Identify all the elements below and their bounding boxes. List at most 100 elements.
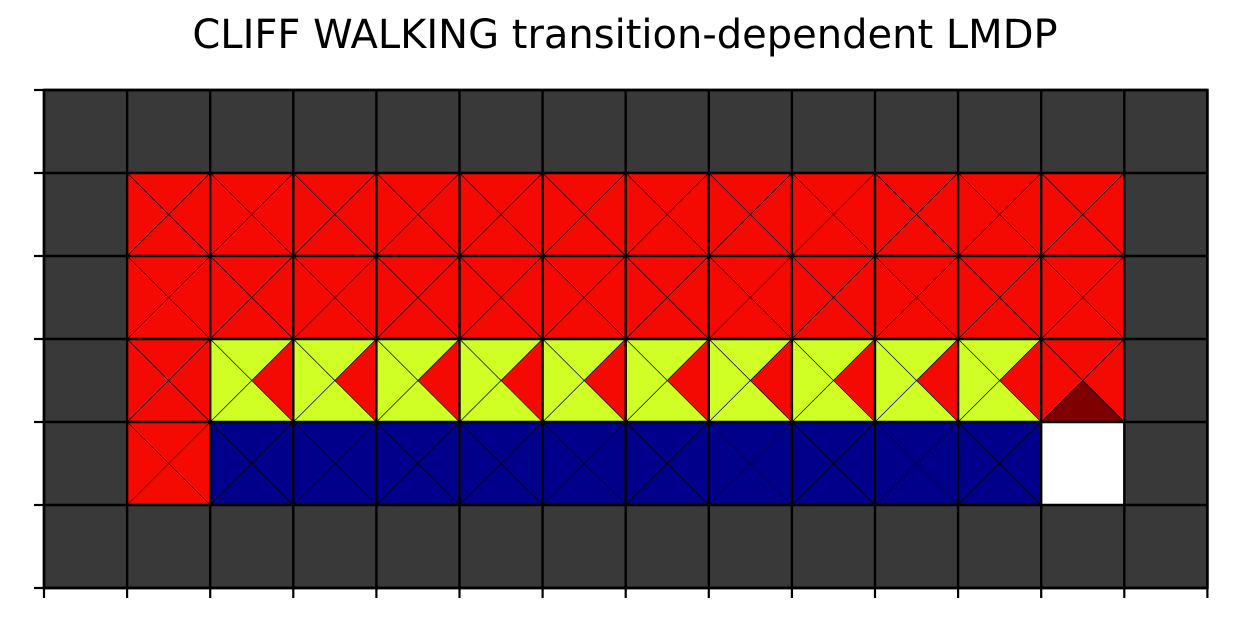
- grid-cell-wall: [210, 505, 294, 588]
- grid-cell-red: [1040, 338, 1126, 423]
- grid-cell-yellow: [874, 338, 959, 423]
- cell-diagonal: [459, 255, 543, 340]
- cell-diagonal: [1040, 255, 1125, 340]
- cell-diagonal: [126, 255, 211, 340]
- wall-cell: [459, 505, 543, 588]
- grid-cell-wall: [44, 256, 128, 339]
- grid-cell-blue: [375, 421, 461, 506]
- grid-cell-red: [375, 255, 461, 340]
- grid-cell-wall: [1124, 505, 1208, 588]
- grid-cell-red: [126, 172, 211, 257]
- grid-cell-red: [458, 172, 544, 257]
- grid-cell-yellow: [458, 338, 544, 423]
- wall-cell: [44, 256, 128, 339]
- grid-cell-wall: [625, 90, 709, 173]
- grid-cell-wall: [293, 90, 377, 173]
- grid-cell-red: [458, 255, 544, 340]
- cell-diagonal: [209, 255, 294, 340]
- grid-cell-wall: [958, 90, 1042, 173]
- cell-diagonal: [459, 338, 543, 423]
- grid-cell-red: [541, 172, 627, 257]
- grid-cell-blue: [209, 421, 295, 506]
- wall-cell: [875, 90, 959, 173]
- cell-diagonal: [874, 338, 959, 423]
- wall-cell: [293, 90, 377, 173]
- cell-diagonal: [708, 338, 793, 423]
- wall-cell: [625, 505, 709, 588]
- cell-diagonal: [293, 172, 377, 257]
- grid-cell-red: [791, 255, 876, 340]
- grid-cell-yellow: [957, 338, 1042, 423]
- grid-cell-wall: [44, 173, 128, 256]
- grid-cell-red: [708, 255, 793, 340]
- chart-title: CLIFF WALKING transition-dependent LMDP: [192, 12, 1058, 58]
- grid-cell-red: [375, 172, 461, 257]
- cell-diagonal: [708, 421, 793, 506]
- grid-cell-wall: [875, 90, 959, 173]
- cell-diagonal: [126, 421, 211, 506]
- grid-cell-wall: [1124, 90, 1208, 173]
- cell-diagonal: [625, 421, 710, 506]
- grid-cell-red: [292, 172, 378, 257]
- wall-cell: [127, 505, 211, 588]
- grid-cell-red: [874, 172, 959, 257]
- cell-diagonal: [791, 255, 876, 340]
- grid-cell-blue: [708, 421, 793, 506]
- grid-cell-wall: [44, 90, 128, 173]
- wall-cell: [44, 505, 128, 588]
- wall-cell: [1124, 173, 1208, 256]
- grid-cell-wall: [1041, 90, 1125, 173]
- grid-cell-red: [292, 255, 378, 340]
- grid-cell-red: [1040, 172, 1126, 257]
- grid-cell-wall: [293, 505, 377, 588]
- grid-cell-red: [791, 172, 876, 257]
- wall-cell: [708, 505, 792, 588]
- cell-diagonal: [459, 172, 543, 257]
- grid-cell-wall: [1041, 505, 1125, 588]
- wall-cell: [625, 90, 709, 173]
- grid-cell-blue: [791, 421, 876, 506]
- wall-cell: [127, 90, 211, 173]
- grid-cell-red: [126, 255, 211, 340]
- grid-cell-yellow: [708, 338, 793, 423]
- grid-cell-wall: [875, 505, 959, 588]
- grid-cell-blue: [292, 421, 378, 506]
- cell-diagonal: [376, 338, 460, 423]
- grid-cell-red: [126, 338, 211, 423]
- cell-diagonal: [376, 172, 460, 257]
- wall-cell: [1041, 90, 1125, 173]
- cell-diagonal: [293, 338, 377, 423]
- grid-cell-red: [874, 255, 959, 340]
- cell-diagonal: [625, 338, 710, 423]
- grid-cell-yellow: [541, 338, 627, 423]
- grid-cell-blue: [541, 421, 627, 506]
- cell-diagonal: [126, 172, 211, 257]
- cell-diagonal: [542, 255, 626, 340]
- cell-diagonal: [542, 338, 626, 423]
- wall-cell: [1041, 505, 1125, 588]
- grid-cell-blue: [458, 421, 544, 506]
- wall-cell: [1124, 505, 1208, 588]
- wall-cell: [210, 505, 294, 588]
- grid-cell-wall: [1124, 256, 1208, 339]
- cell-diagonal: [874, 172, 959, 257]
- grid-cell-wall: [791, 505, 875, 588]
- grid-cell-wall: [44, 339, 128, 422]
- grid-cells: [44, 90, 1208, 588]
- grid-cell-wall: [542, 90, 626, 173]
- cell-diagonal: [209, 338, 294, 423]
- cell-diagonal: [957, 338, 1042, 423]
- wall-cell: [44, 422, 128, 505]
- grid-cell-wall: [791, 90, 875, 173]
- wall-cell: [1124, 256, 1208, 339]
- grid-cell-wall: [44, 422, 128, 505]
- grid-cell-yellow: [209, 338, 295, 423]
- axis-ticks: [34, 88, 1209, 598]
- cell-diagonal: [791, 421, 876, 506]
- cell-diagonal: [957, 421, 1042, 506]
- grid-cell-red: [957, 255, 1042, 340]
- grid-cell-wall: [958, 505, 1042, 588]
- grid-cell-red: [126, 421, 211, 506]
- grid-cell-wall: [127, 90, 211, 173]
- grid-cell-red: [209, 172, 295, 257]
